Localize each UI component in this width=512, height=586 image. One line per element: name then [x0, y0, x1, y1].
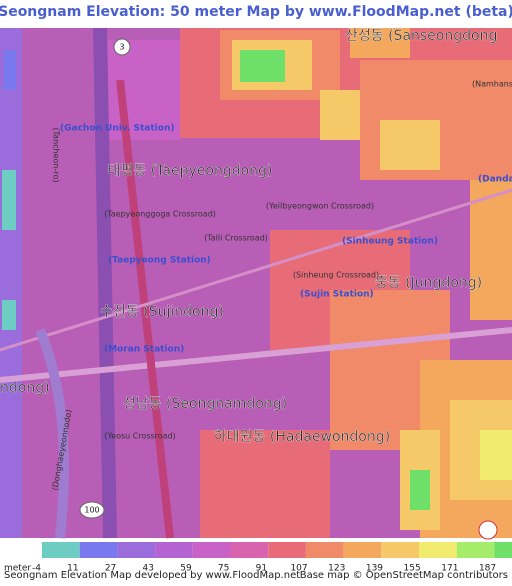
legend-swatch — [155, 542, 193, 558]
legend-unit: meter — [4, 564, 31, 574]
legend-swatch — [419, 542, 457, 558]
legend-swatch — [79, 542, 118, 558]
map-label: 산성동 (Sanseongdong — [345, 28, 497, 44]
legend-swatch — [381, 542, 419, 558]
legend-value: -4 — [32, 564, 41, 574]
map-label: 수진동 (Sujindong) — [100, 304, 224, 320]
map-label: 하대원동 (Hadaewondong) — [214, 429, 390, 445]
map-label: 성남동 (Seongnamdong) — [123, 396, 287, 412]
map-label: (Sinheung Station) — [342, 237, 438, 247]
legend-swatch — [42, 542, 80, 558]
legend-value: 91 — [256, 564, 267, 574]
legend-swatch — [305, 542, 344, 558]
footer-right: Base map © OpenStreetMap contributors — [300, 570, 508, 581]
map-label: (Yeilbyeongwon Crossroad) — [266, 202, 374, 211]
legend-value: 59 — [180, 564, 192, 574]
map-label: (Sujin Station) — [300, 290, 374, 300]
legend-value: 171 — [441, 564, 458, 574]
legend-value: 139 — [366, 564, 383, 574]
map-label: 3 — [119, 43, 124, 52]
legend-swatch — [268, 542, 306, 558]
map-label: 100 — [84, 506, 99, 515]
map-label: 태평동 (Taepyeongdong) — [108, 163, 273, 179]
legend-swatch — [117, 542, 156, 558]
map-label: (Tancheon-ro) — [52, 127, 61, 182]
legend-value: 11 — [67, 564, 78, 574]
legend-swatch — [343, 542, 382, 558]
map-label: ndong) — [0, 380, 50, 396]
map-label: (Talli Crossroad) — [204, 234, 268, 243]
map-label: 중동 (Jungdong) — [375, 275, 482, 291]
map-label: (Sinheung Crossroad) — [293, 271, 379, 280]
legend-swatch — [494, 542, 512, 558]
legend-value: 187 — [479, 564, 496, 574]
legend-value: 43 — [143, 564, 154, 574]
legend-swatch — [456, 542, 495, 558]
legend-value: 107 — [290, 564, 307, 574]
map-label: (Moran Station) — [104, 345, 184, 355]
map-label: (Taepyeong Station) — [108, 256, 211, 266]
footer-left: Seongnam Elevation Map developed by www.… — [4, 570, 300, 581]
legend-swatch — [230, 542, 269, 558]
map-label: (Namhansa — [472, 80, 512, 89]
map-label: (Taepyeonggoga Crossroad) — [104, 210, 216, 219]
legend-value: 123 — [328, 564, 345, 574]
map-label: (Gachon Univ. Station) — [60, 124, 174, 134]
legend-swatch — [192, 542, 231, 558]
legend-value: 155 — [404, 564, 421, 574]
map — [0, 27, 512, 540]
title: Seongnam Elevation: 50 meter Map by www.… — [0, 4, 512, 20]
map-label: (Yeosu Crossroad) — [104, 432, 176, 441]
map-label: (Dandaeogeo — [478, 175, 512, 185]
legend-value: 27 — [105, 564, 116, 574]
legend-value: 75 — [218, 564, 229, 574]
